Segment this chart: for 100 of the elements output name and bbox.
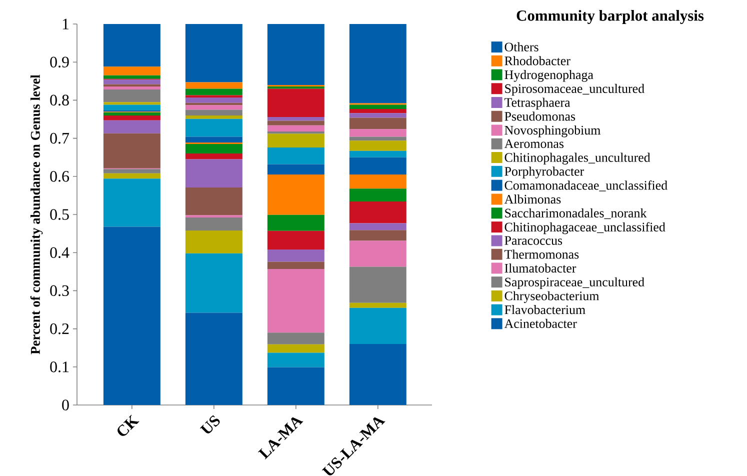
bar <box>185 230 242 254</box>
bar <box>349 108 406 114</box>
bar <box>185 144 242 154</box>
bar <box>185 118 242 137</box>
legend-label: Saccharimonadales_norank <box>505 208 647 220</box>
bar <box>185 115 242 119</box>
bar <box>267 86 324 89</box>
bar <box>349 230 406 241</box>
bar <box>267 120 324 126</box>
legend-label: Paracoccus <box>504 236 562 245</box>
bar <box>103 115 160 120</box>
legend-label: Novosphingobium <box>504 125 600 138</box>
bar <box>349 308 406 344</box>
y-tick-label: 0.5 <box>50 209 69 220</box>
bar <box>267 214 324 231</box>
y-axis-title: Percent of community abundance on Genus level <box>30 74 43 354</box>
y-tick-label: 1 <box>62 18 69 30</box>
legend-label: Flavobacterium <box>504 305 586 314</box>
legend-label: Thermomonas <box>504 250 579 259</box>
legend-label: Aeromonas <box>504 139 564 148</box>
bar <box>103 90 160 102</box>
bar <box>185 24 242 82</box>
bar <box>267 24 324 85</box>
bar <box>349 240 406 267</box>
bar <box>349 140 406 151</box>
bar <box>349 129 406 137</box>
bar <box>185 136 242 142</box>
bar <box>267 147 324 164</box>
bar <box>185 105 242 110</box>
bar <box>103 102 160 105</box>
bar <box>267 250 324 262</box>
bar <box>267 344 324 353</box>
bar <box>267 134 324 148</box>
bar <box>185 88 242 96</box>
bar <box>349 202 406 224</box>
bar <box>349 136 406 141</box>
y-tick-label: 0.8 <box>50 94 69 106</box>
bar <box>103 178 160 227</box>
bar <box>103 104 160 110</box>
bar <box>349 157 406 174</box>
legend-label: Acinetobacter <box>504 318 577 328</box>
legend-label: Pseudomonas <box>504 112 576 121</box>
bar <box>267 164 324 174</box>
legend-label: Others <box>504 42 538 52</box>
bar <box>103 112 160 116</box>
legend-title: Community barplot analysis <box>516 10 704 24</box>
bar <box>349 266 406 303</box>
legend-label: Rhodobacter <box>504 56 570 66</box>
bar <box>103 173 160 179</box>
bar <box>185 253 242 313</box>
bar <box>185 187 242 216</box>
bar <box>349 188 406 202</box>
bar <box>267 88 324 117</box>
bar <box>185 110 242 116</box>
bar <box>185 159 242 188</box>
bar <box>267 268 324 333</box>
y-tick-label: 0.7 <box>50 132 70 144</box>
bar <box>267 262 324 269</box>
bar <box>267 116 324 121</box>
legend-label: Hydrogenophaga <box>504 70 594 82</box>
bar <box>185 312 242 405</box>
legend-label: Saprospiraceae_uncultured <box>505 277 644 290</box>
bar <box>349 113 406 118</box>
x-tick-label: US <box>200 415 220 434</box>
bar <box>103 133 160 168</box>
bar <box>267 352 324 368</box>
bar <box>185 154 242 160</box>
bar <box>349 174 406 189</box>
bar <box>349 118 406 130</box>
bar <box>349 302 406 308</box>
legend-label: Comamonadaceae_unclassified <box>504 180 668 192</box>
bar <box>103 226 160 405</box>
legend-label: Chryseobacterium <box>504 291 600 303</box>
bar <box>103 66 160 76</box>
bar <box>185 82 242 89</box>
bar <box>349 223 406 230</box>
bar <box>185 218 242 230</box>
bar <box>185 95 242 98</box>
legend-label: Chitinophagales_uncultured <box>504 152 650 165</box>
bar <box>103 169 160 174</box>
bar <box>349 344 406 405</box>
y-tick-label: 0.3 <box>50 285 69 296</box>
bar <box>267 332 324 344</box>
bar <box>349 150 406 158</box>
bar <box>185 98 242 103</box>
y-tick-label: 0.4 <box>50 247 70 258</box>
bar <box>267 174 324 215</box>
y-tick-label: 0.2 <box>50 323 69 334</box>
y-tick-label: 0.6 <box>50 170 70 182</box>
legend-label: Ilumatobacter <box>504 263 576 273</box>
bar <box>103 80 160 84</box>
y-tick-label: 0 <box>62 400 69 410</box>
legend-label: Albimonas <box>504 194 561 204</box>
bar <box>103 75 160 79</box>
legend-label: Chitinophagaceae_unclassified <box>504 222 666 234</box>
bar <box>103 86 160 90</box>
x-tick-label: CK <box>118 414 140 436</box>
bar <box>349 104 406 109</box>
bar <box>267 230 324 250</box>
legend-label: Porphyrobacter <box>504 166 584 178</box>
